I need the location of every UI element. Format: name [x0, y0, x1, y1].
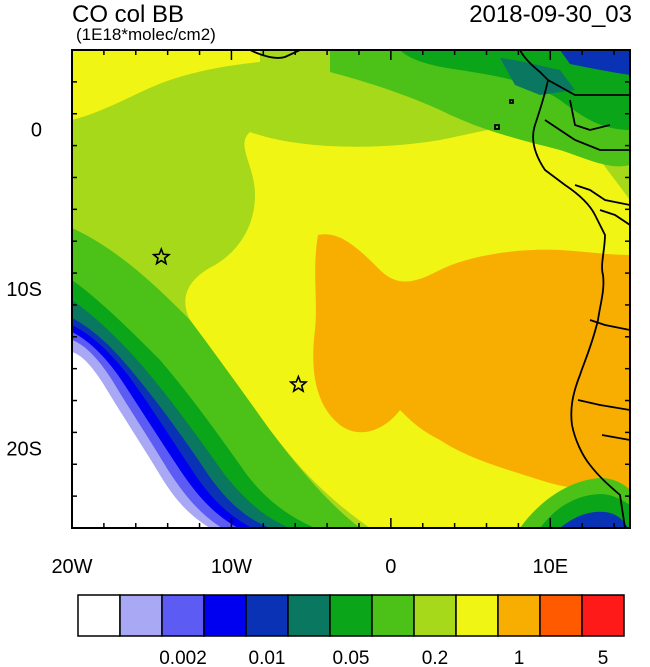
map-timestamp: 2018-09-30_03 [469, 1, 632, 28]
y-tick-label: 10S [6, 279, 42, 301]
colorbar-box [539, 594, 583, 637]
y-tick-label: 0 [31, 120, 42, 142]
x-tick-label: 0 [385, 556, 396, 578]
colorbar-label: 1 [514, 648, 525, 667]
field-blue-se [560, 511, 628, 528]
colorbar-box [161, 594, 205, 637]
x-tick-label: 10W [211, 556, 252, 578]
colorbar-label: 0.002 [159, 648, 207, 667]
field-yellow-north [72, 50, 260, 120]
colorbar [77, 594, 625, 637]
colorbar-label: 0.01 [249, 648, 286, 667]
axis-ticks [71, 49, 630, 529]
plot-frame [71, 49, 631, 529]
colorbar-label: 0.2 [422, 648, 448, 667]
colorbar-box [77, 594, 121, 637]
x-tick-label: 20W [51, 556, 92, 578]
colorbar-box [329, 594, 373, 637]
colorbar-box [455, 594, 499, 637]
colorbar-box [203, 594, 247, 637]
colorbar-label: 0.05 [333, 648, 370, 667]
map-units: (1E18*molec/cm2) [76, 25, 216, 44]
field-orange-region [313, 234, 630, 501]
colorbar-box [581, 594, 625, 637]
colorbar-labels: 0.002 0.01 0.05 0.2 1 5 [159, 648, 608, 667]
site-markers [151, 246, 309, 393]
colorbar-box [413, 594, 457, 637]
star-marker [151, 246, 171, 266]
x-tick-label: 10E [532, 556, 568, 578]
colorbar-box [287, 594, 331, 637]
axis-tick-labels: 20W 10W 0 10E 0 10S 20S [6, 120, 568, 578]
map-title: CO col BB [72, 1, 185, 28]
field-teal-north [500, 58, 575, 95]
field-dark-green-north [400, 50, 630, 130]
colorbar-label: 5 [598, 648, 609, 667]
field-white-sw [72, 352, 210, 528]
colorbar-box [371, 594, 415, 637]
y-tick-label: 20S [6, 438, 42, 460]
colorbar-box [245, 594, 289, 637]
colorbar-box [119, 594, 163, 637]
star-marker [288, 374, 309, 393]
colorbar-box [497, 594, 541, 637]
co-field [72, 50, 630, 528]
field-blue-north [560, 50, 630, 75]
coastline [249, 50, 630, 528]
